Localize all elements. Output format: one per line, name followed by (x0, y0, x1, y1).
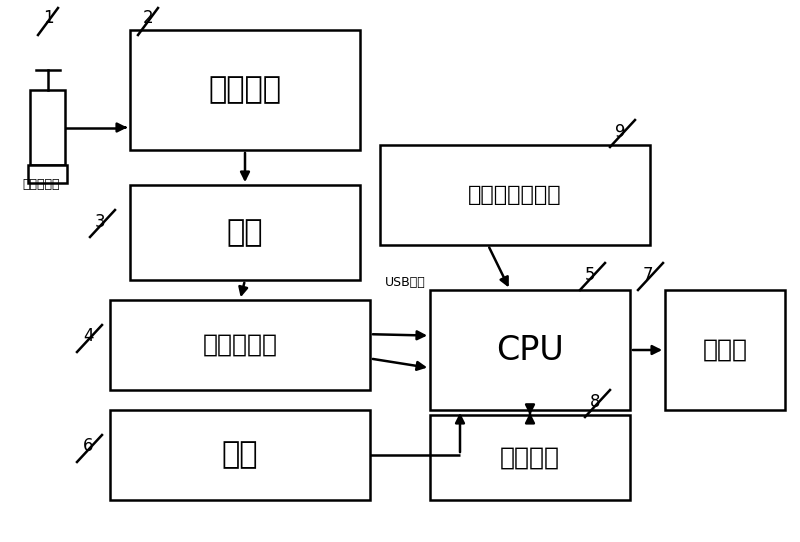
Bar (665, 290, 785, 410)
Text: 6: 6 (82, 437, 94, 455)
Text: 信号放大: 信号放大 (209, 75, 282, 105)
Text: USB接口: USB接口 (385, 275, 426, 288)
Bar (28, 165, 67, 183)
Text: 7: 7 (642, 266, 654, 284)
Text: 数据存储: 数据存储 (500, 446, 560, 469)
Text: 滤波: 滤波 (226, 218, 263, 247)
Text: 键盘: 键盘 (222, 441, 258, 469)
Text: 3: 3 (94, 213, 106, 231)
Bar (110, 300, 370, 390)
Text: 2: 2 (142, 9, 154, 27)
Bar (130, 185, 360, 280)
Bar (130, 30, 360, 150)
Text: CPU: CPU (496, 333, 564, 366)
Text: 振动传感器: 振动传感器 (22, 178, 59, 191)
Text: 显示器: 显示器 (702, 338, 747, 362)
Text: 4: 4 (82, 327, 94, 345)
Bar (430, 415, 630, 500)
Text: 5: 5 (585, 266, 595, 284)
Text: 分析处理计算机: 分析处理计算机 (468, 185, 562, 205)
Text: 1: 1 (42, 9, 54, 27)
Bar (430, 290, 630, 410)
Bar (110, 410, 370, 500)
Text: 8: 8 (590, 393, 600, 411)
Text: 9: 9 (614, 123, 626, 141)
Text: 采样与量化: 采样与量化 (202, 333, 278, 357)
Bar (380, 145, 650, 245)
Bar (30, 90, 65, 165)
